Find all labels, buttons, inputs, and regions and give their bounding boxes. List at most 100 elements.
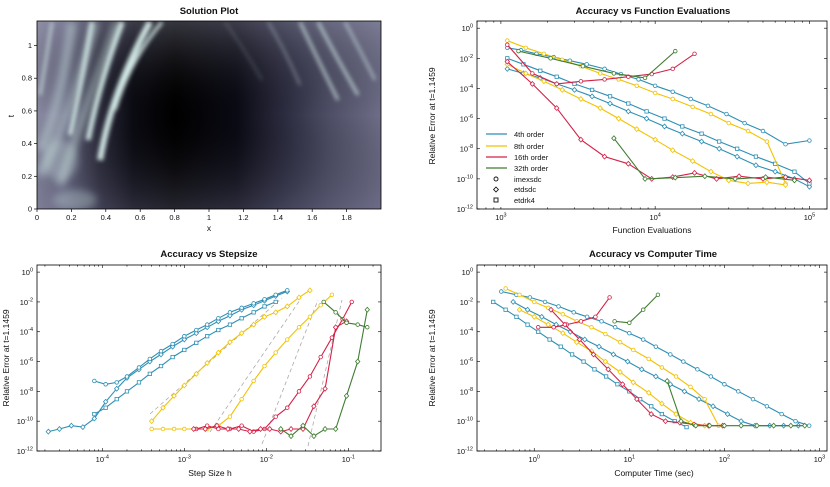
data-point — [688, 384, 693, 390]
series-4th-order-etdrk4 — [505, 56, 812, 186]
data-point — [216, 316, 221, 321]
data-point — [532, 299, 537, 305]
data-point — [227, 414, 233, 419]
data-point — [668, 352, 673, 357]
data-point — [638, 366, 645, 373]
data-point — [516, 306, 523, 313]
data-point — [745, 180, 751, 187]
data-point — [239, 396, 244, 402]
data-point — [702, 396, 707, 402]
data-point — [611, 135, 617, 142]
series-8th-order-etdsdc — [148, 287, 313, 425]
solution-plot: Solution Plot — [6, 6, 382, 233]
data-point — [581, 359, 586, 364]
data-point — [764, 179, 770, 186]
data-point — [193, 370, 200, 377]
data-point — [584, 62, 589, 67]
data-point — [92, 378, 97, 384]
y-axis-label: Relative Error at t=1.1459 — [1, 309, 11, 406]
data-point — [296, 325, 302, 330]
data-point — [285, 405, 290, 410]
data-point — [631, 347, 636, 353]
data-point — [688, 96, 693, 102]
data-point — [726, 177, 732, 184]
circle-marker-icon — [493, 176, 499, 182]
data-point — [227, 322, 233, 327]
data-point — [625, 160, 632, 167]
data-point — [601, 153, 608, 160]
data-point — [589, 93, 595, 100]
data-point — [754, 422, 760, 429]
data-point — [764, 404, 770, 409]
data-point — [365, 325, 370, 330]
series-line — [501, 290, 810, 427]
data-point — [645, 389, 652, 396]
data-point — [225, 425, 231, 432]
y-tick-label: 10-2 — [460, 297, 473, 307]
data-point — [708, 111, 714, 117]
data-point — [204, 360, 210, 366]
series-4th-order-etdsdc — [510, 298, 802, 429]
data-point — [607, 100, 613, 107]
data-point — [288, 433, 294, 440]
data-point — [649, 404, 654, 409]
data-point — [643, 115, 650, 122]
data-point — [296, 389, 302, 394]
y-tick-label: 10-12 — [17, 447, 33, 457]
data-point — [806, 177, 813, 184]
data-point — [627, 320, 632, 325]
data-point — [262, 304, 267, 309]
legend-label: 32th order — [514, 164, 549, 173]
data-point — [558, 344, 563, 349]
data-point — [641, 337, 646, 342]
y-axis-label: Relative Error at t=1.1459 — [427, 309, 437, 406]
data-point — [272, 309, 279, 316]
y-tick-label: 0.2 — [22, 172, 32, 181]
data-point — [696, 396, 702, 403]
series-8th-order-etdsdc — [516, 306, 708, 429]
data-point — [788, 422, 794, 429]
data-point — [491, 299, 496, 305]
data-point — [706, 422, 713, 429]
data-point — [227, 310, 233, 315]
data-point — [215, 349, 222, 356]
x-tick-label: 0.2 — [66, 213, 76, 222]
data-point — [545, 321, 551, 328]
data-point — [807, 138, 812, 143]
data-point — [158, 348, 164, 354]
data-point — [553, 105, 560, 112]
data-point — [499, 289, 504, 294]
data-point — [734, 153, 740, 160]
data-point — [689, 158, 696, 165]
data-point — [92, 411, 97, 417]
data-point — [680, 124, 685, 129]
data-point — [652, 90, 658, 96]
data-point — [681, 388, 688, 395]
data-point — [505, 38, 510, 43]
reference-line — [307, 299, 343, 447]
data-point — [124, 374, 130, 379]
data-point — [695, 367, 700, 372]
data-point — [602, 66, 607, 72]
x-tick-label: 0.8 — [169, 213, 179, 222]
data-point — [113, 385, 120, 392]
series-line — [614, 294, 659, 324]
data-point — [602, 358, 609, 365]
data-point — [285, 337, 290, 342]
y-tick-label: 100 — [462, 268, 473, 278]
data-point — [239, 316, 244, 321]
data-point — [307, 374, 313, 379]
data-point — [503, 307, 508, 312]
data-point — [617, 368, 623, 375]
y-tick-label: 10-8 — [20, 387, 33, 397]
data-point — [136, 380, 142, 385]
y-tick-label: 0 — [28, 205, 32, 214]
series-4th-order-imexsdc — [499, 289, 812, 428]
data-point — [56, 425, 63, 432]
reference-line — [209, 299, 301, 433]
data-point — [698, 138, 705, 145]
data-point — [599, 319, 604, 324]
y-axis-label: Relative Error at t=1.1459 — [427, 67, 437, 164]
chart-title: Accuracy vs Function Evaluations — [576, 6, 731, 17]
data-point — [646, 356, 651, 362]
